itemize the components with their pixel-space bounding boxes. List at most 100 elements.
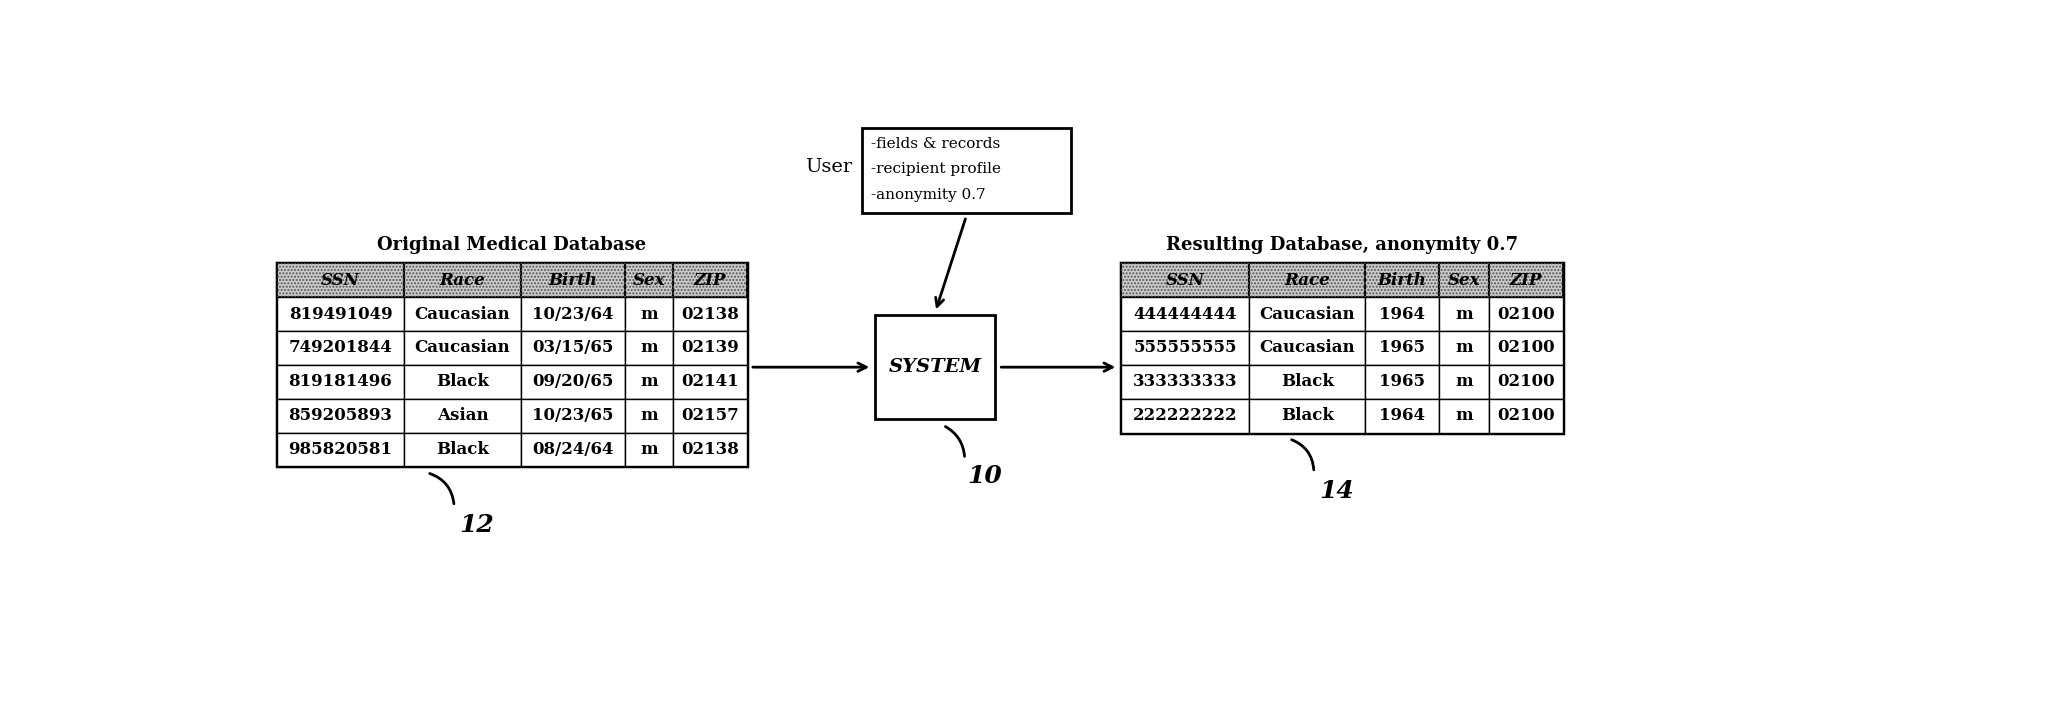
Bar (405, 331, 520, 365)
Bar (1121, 399, 1249, 433)
Text: m: m (640, 306, 658, 322)
Text: 819491049: 819491049 (288, 306, 393, 322)
Text: 02100: 02100 (1497, 306, 1555, 322)
Bar (1121, 297, 1249, 331)
Text: Black: Black (1282, 374, 1333, 390)
Text: User: User (804, 158, 852, 176)
Bar (1366, 399, 1440, 433)
Text: 222222222: 222222222 (1133, 407, 1238, 424)
Bar (673, 264, 747, 297)
Text: m: m (640, 374, 658, 390)
Bar (1440, 365, 1489, 399)
Text: m: m (1456, 340, 1473, 356)
Text: Caucasian: Caucasian (1259, 340, 1356, 356)
Text: 10/23/64: 10/23/64 (533, 306, 613, 322)
Bar (1121, 264, 1249, 297)
Text: 10: 10 (967, 464, 1002, 488)
Bar (625, 264, 673, 297)
Text: 09/20/65: 09/20/65 (533, 374, 613, 390)
Text: 14: 14 (1319, 479, 1354, 502)
Bar (276, 365, 405, 399)
Bar (673, 331, 747, 365)
Bar (1366, 264, 1440, 297)
Bar (276, 264, 747, 466)
Bar (1366, 331, 1440, 365)
Text: 02100: 02100 (1497, 340, 1555, 356)
Bar (1121, 264, 1563, 433)
Text: SYSTEM: SYSTEM (889, 358, 981, 376)
Text: 08/24/64: 08/24/64 (533, 441, 613, 458)
Bar (1489, 399, 1563, 433)
Bar (673, 365, 747, 399)
Text: 1965: 1965 (1378, 374, 1426, 390)
Text: 555555555: 555555555 (1133, 340, 1236, 356)
Bar (276, 264, 405, 297)
Bar (520, 297, 625, 331)
Bar (1249, 264, 1366, 297)
Text: m: m (1456, 407, 1473, 424)
Text: 02100: 02100 (1497, 374, 1555, 390)
Text: 10/23/65: 10/23/65 (533, 407, 613, 424)
Bar (1489, 297, 1563, 331)
Bar (276, 331, 405, 365)
Bar (1440, 264, 1489, 297)
Bar (1121, 365, 1249, 399)
Bar (405, 433, 520, 466)
Bar (673, 399, 747, 433)
Text: 985820581: 985820581 (288, 441, 393, 458)
Text: 333333333: 333333333 (1133, 374, 1238, 390)
Bar (276, 433, 405, 466)
Bar (1249, 264, 1366, 297)
Text: -fields & records: -fields & records (870, 137, 1000, 151)
Text: -anonymity 0.7: -anonymity 0.7 (870, 188, 985, 202)
Bar (520, 365, 625, 399)
Bar (625, 365, 673, 399)
Bar (625, 433, 673, 466)
Text: ZIP: ZIP (1510, 272, 1543, 289)
Bar (520, 264, 625, 297)
Text: Sex: Sex (634, 272, 666, 289)
Bar (1121, 331, 1249, 365)
Bar (862, 128, 1072, 213)
Text: Resulting Database, anonymity 0.7: Resulting Database, anonymity 0.7 (1166, 236, 1518, 254)
Text: 02141: 02141 (681, 374, 738, 390)
Text: 03/15/65: 03/15/65 (533, 340, 613, 356)
Text: -recipient profile: -recipient profile (870, 162, 1002, 176)
Text: 859205893: 859205893 (288, 407, 393, 424)
Bar (1489, 264, 1563, 297)
Text: 02139: 02139 (681, 340, 738, 356)
Bar (1249, 365, 1366, 399)
Bar (1366, 264, 1440, 297)
Text: SSN: SSN (321, 272, 360, 289)
Bar (520, 433, 625, 466)
Text: 749201844: 749201844 (288, 340, 393, 356)
Text: Sex: Sex (1448, 272, 1481, 289)
Bar (520, 331, 625, 365)
Bar (520, 399, 625, 433)
Bar (405, 264, 520, 297)
Text: Caucasian: Caucasian (1259, 306, 1356, 322)
Text: Birth: Birth (1378, 272, 1428, 289)
Bar (405, 297, 520, 331)
Bar (1366, 297, 1440, 331)
Bar (1366, 365, 1440, 399)
Text: 444444444: 444444444 (1133, 306, 1236, 322)
Bar (405, 399, 520, 433)
Text: Black: Black (436, 374, 490, 390)
Bar (625, 264, 673, 297)
Bar (625, 331, 673, 365)
Text: Race: Race (1284, 272, 1331, 289)
Text: m: m (640, 340, 658, 356)
Bar (1249, 331, 1366, 365)
Text: 1964: 1964 (1378, 306, 1426, 322)
Bar (1249, 297, 1366, 331)
Bar (1249, 399, 1366, 433)
Text: m: m (1456, 306, 1473, 322)
Text: m: m (640, 441, 658, 458)
Text: Race: Race (440, 272, 485, 289)
Bar (1440, 264, 1489, 297)
Bar (1440, 297, 1489, 331)
Text: Black: Black (1282, 407, 1333, 424)
Text: 02138: 02138 (681, 306, 738, 322)
Bar (520, 264, 625, 297)
